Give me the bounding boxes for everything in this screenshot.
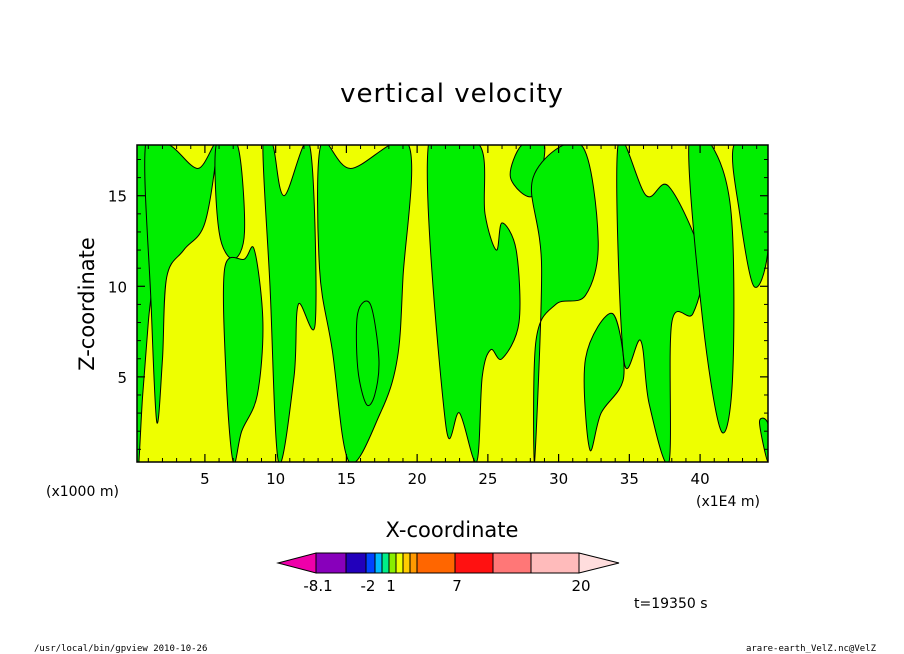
negative-region-11	[583, 312, 625, 452]
colorbar-cell-14	[530, 552, 580, 574]
x-tick-label-35: 35	[620, 470, 639, 488]
colorbar-ticks: -8.1 -2 1 7 20	[303, 577, 590, 595]
x-tick-label-15: 15	[337, 470, 356, 488]
colorbar	[276, 552, 620, 574]
negative-region-14	[731, 145, 768, 288]
colorbar-cell-7	[388, 552, 397, 574]
x-axis-label: X-coordinate	[386, 518, 519, 542]
y-tick-label-10: 10	[108, 278, 127, 296]
colorbar-cell-11	[416, 552, 456, 574]
colorbar-cell-6	[381, 552, 390, 574]
chart-title: vertical velocity	[340, 79, 564, 109]
y-tick-label-15: 15	[108, 188, 127, 206]
y-tick-label-5: 5	[117, 369, 127, 387]
negative-region-4	[222, 246, 264, 462]
y-axis-label: Z-coordinate	[75, 237, 99, 371]
colorbar-label-4: 7	[452, 577, 462, 595]
colorbar-label-3: 1	[386, 577, 396, 595]
negative-region-2	[144, 145, 217, 424]
colorbar-label-5: 20	[571, 577, 590, 595]
colorbar-cell-10	[409, 552, 418, 574]
negative-region-13	[688, 145, 735, 434]
y-unit-label: (x1000 m)	[46, 484, 119, 500]
colorbar-cell-4	[365, 552, 376, 574]
colorbar-cell-8	[395, 552, 404, 574]
footer-left: /usr/local/bin/gpview 2010-10-26	[34, 644, 207, 654]
x-tick-label-5: 5	[200, 470, 210, 488]
negative-region-3	[214, 145, 246, 260]
colorbar-cell-3	[345, 552, 367, 574]
colorbar-label-2: -2	[361, 577, 376, 595]
colorbar-cell-12	[454, 552, 494, 574]
colorbar-cell-13	[492, 552, 532, 574]
x-tick-label-20: 20	[408, 470, 427, 488]
x-tick-label-25: 25	[478, 470, 497, 488]
y-ticks: 5 10 15	[108, 158, 768, 450]
footer-right: arare-earth_VelZ.nc@VelZ	[746, 644, 877, 654]
negative-region-12	[616, 145, 704, 462]
x-tick-label-40: 40	[691, 470, 710, 488]
negative-region-15	[758, 417, 768, 462]
negative-region-10	[530, 145, 599, 462]
x-tick-label-30: 30	[549, 470, 568, 488]
x-ticks: 5 10 15 20 25 30 35 40	[147, 145, 758, 488]
negative-region-8	[426, 145, 521, 462]
colorbar-label-1: -8.1	[303, 577, 332, 595]
negative-region-7	[355, 300, 380, 407]
plot-frame	[136, 144, 769, 463]
colorbar-cell-9	[402, 552, 411, 574]
colorbar-cell-2	[315, 552, 347, 574]
x-tick-label-10: 10	[266, 470, 285, 488]
negative-region-5	[262, 145, 317, 462]
colorbar-cell-1	[276, 552, 317, 574]
negative-regions	[137, 145, 768, 462]
colorbar-cell-5	[374, 552, 383, 574]
x-unit-label: (x1E4 m)	[696, 494, 760, 510]
colorbar-cell-15	[578, 552, 620, 574]
time-label: t=19350 s	[634, 596, 708, 612]
